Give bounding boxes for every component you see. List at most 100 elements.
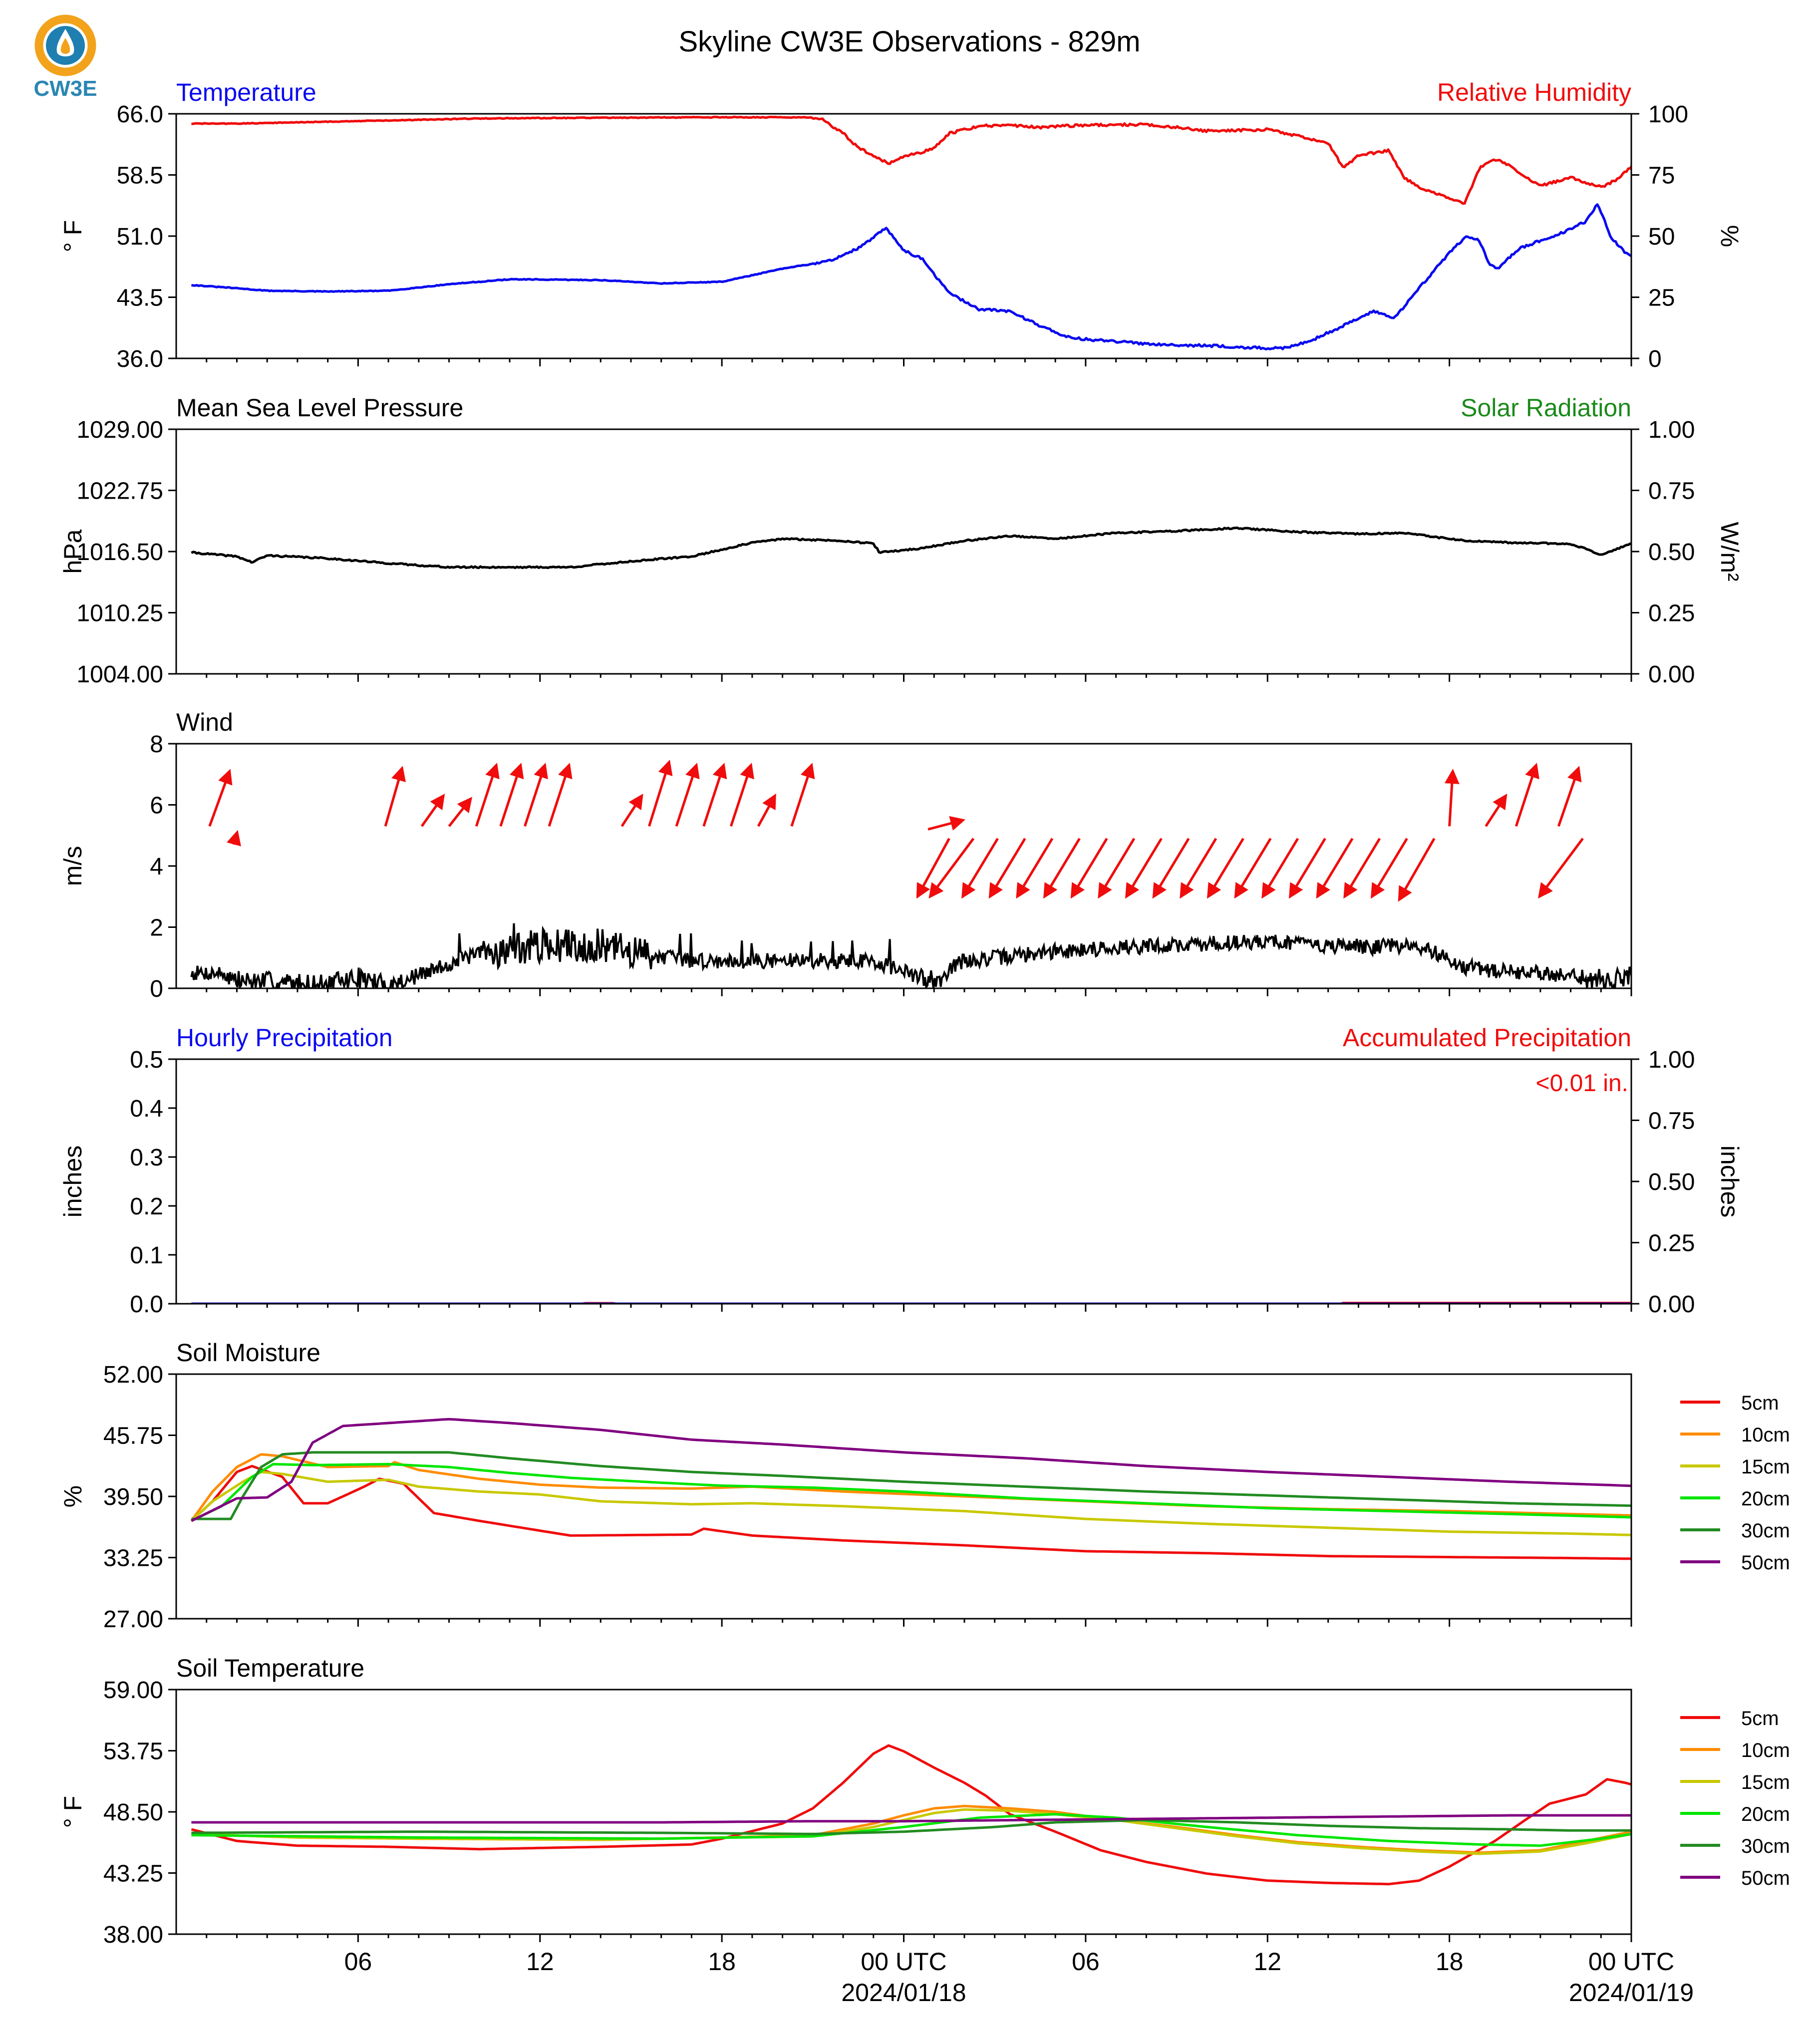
y-axis-label: hPa	[59, 529, 87, 574]
wind-arrow	[1370, 838, 1408, 899]
wind-arrow	[384, 766, 406, 827]
legend-label: 10cm	[1741, 1739, 1790, 1761]
y-tick-label: 4	[150, 854, 163, 880]
logo-flame-icon	[60, 38, 70, 54]
panel-soil_temp: Soil Temperature 59.00 53.75 48.50 43.25 38.0…	[59, 1654, 1790, 2007]
wind-arrow	[675, 763, 700, 827]
series-line-50cm	[191, 1814, 1631, 1824]
wind-arrow	[1261, 838, 1299, 899]
y-axis-label-right: %	[1716, 225, 1744, 247]
legend-label: 30cm	[1741, 1835, 1790, 1857]
y-tick-label-right: 0.25	[1648, 1230, 1695, 1257]
panel-title-left: Soil Temperature	[176, 1654, 364, 1682]
chart-panels: Temperature Relative Humidity 66.0 58.5 51.0…	[59, 78, 1790, 2007]
wind-arrow	[1070, 838, 1108, 899]
wind-speed-line	[190, 923, 1631, 988]
plot-area	[190, 1418, 1631, 1560]
wind-arrow	[499, 763, 524, 827]
wind-arrow	[927, 816, 966, 831]
y-tick-label: 6	[150, 793, 163, 819]
y-tick-label-right: 1.00	[1648, 1047, 1695, 1073]
series-line-30cm	[191, 1451, 1631, 1520]
wind-arrow	[1316, 838, 1354, 899]
legend-label: 5cm	[1741, 1708, 1779, 1730]
panel-title-left: Hourly Precipitation	[176, 1024, 393, 1052]
logo-ring-icon	[34, 14, 96, 76]
y-tick-label: 27.00	[103, 1606, 163, 1633]
legend-label: 30cm	[1741, 1520, 1790, 1542]
wind-arrow	[1125, 838, 1163, 899]
panel-temp_rh: Temperature Relative Humidity 66.0 58.5 51.0…	[59, 78, 1744, 372]
x-tick-label: 18	[1436, 1948, 1464, 1976]
panel-title-left: Mean Sea Level Pressure	[176, 394, 463, 422]
y-tick-label: 52.00	[103, 1362, 163, 1388]
legend-label: 10cm	[1741, 1424, 1790, 1446]
wind-arrow	[420, 794, 445, 827]
panel-title-right: Solar Radiation	[1461, 394, 1631, 422]
y-tick-label: 0.1	[130, 1242, 163, 1269]
wind-arrow	[1152, 838, 1190, 899]
wind-arrow	[988, 838, 1026, 899]
plot-frame	[175, 1058, 1632, 1305]
y-tick-label: 53.75	[103, 1738, 163, 1765]
series-line-right	[191, 115, 1631, 205]
wind-arrow	[916, 838, 950, 899]
y-tick-label: 48.50	[103, 1799, 163, 1826]
series-line-20cm	[191, 1813, 1631, 1847]
panel-title-left: Wind	[176, 708, 233, 736]
plot-area	[191, 1744, 1631, 1886]
series-line-15cm	[190, 1470, 1631, 1536]
series-line-30cm	[191, 1818, 1631, 1835]
wind-arrow	[1485, 793, 1508, 827]
wind-arrow	[620, 793, 643, 827]
wind-arrow	[790, 763, 815, 827]
plot-area	[191, 115, 1631, 351]
x-tick-label: 06	[1072, 1948, 1100, 1976]
wind-arrow	[757, 793, 776, 827]
y-tick-label-right: 0.25	[1648, 600, 1695, 627]
series-line-left	[191, 203, 1631, 351]
panel-title-left: Soil Moisture	[176, 1339, 320, 1367]
y-tick-label: 1016.50	[76, 539, 163, 566]
wind-arrow	[702, 763, 727, 827]
y-tick-label-right: 0.00	[1648, 661, 1695, 688]
legend-label: 15cm	[1741, 1456, 1790, 1478]
wind-arrow	[475, 763, 500, 827]
y-tick-label-right: 0.00	[1648, 1291, 1695, 1318]
y-tick-label: 0.3	[130, 1145, 163, 1171]
wind-arrow	[1444, 769, 1460, 827]
wind-arrow	[1180, 838, 1217, 899]
y-tick-label-right: 1.00	[1648, 417, 1695, 443]
plot-frame	[175, 743, 1632, 989]
panel-soil_moisture: Soil Moisture 52.00 45.75 39.50 33.25 27.00% 5…	[59, 1339, 1790, 1633]
panel-title-left: Temperature	[176, 78, 316, 106]
y-tick-label: 0.2	[130, 1193, 163, 1220]
wind-arrow	[928, 838, 975, 899]
y-tick-label: 2	[150, 915, 163, 941]
plot-frame	[175, 1689, 1632, 1935]
plot-frame	[175, 1373, 1632, 1620]
legend: 5cm 10cm 15cm 20cm 30cm 50cm	[1680, 1708, 1790, 1889]
y-tick-label: 8	[150, 731, 163, 758]
y-tick-label: 51.0	[117, 224, 163, 250]
y-tick-label: 38.00	[103, 1922, 163, 1948]
panel-wind: Wind 8 6 4 2 0 m/s	[59, 708, 1632, 1002]
accumulated-precip-annotation: <0.01 in.	[1536, 1070, 1628, 1097]
wind-arrow	[208, 769, 233, 827]
legend-label: 20cm	[1741, 1803, 1790, 1825]
y-tick-label: 36.0	[117, 346, 163, 372]
y-axis-label: ° F	[59, 220, 87, 252]
wind-arrow	[1043, 838, 1081, 899]
legend-label: 20cm	[1741, 1488, 1790, 1510]
y-tick-label-right: 100	[1648, 101, 1688, 128]
legend-label: 50cm	[1741, 1867, 1790, 1889]
x-tick-label: 00 UTC	[861, 1948, 946, 1976]
y-tick-label-right: 25	[1648, 285, 1675, 311]
y-tick-label: 39.50	[103, 1484, 163, 1510]
y-tick-label-right: 0.50	[1648, 539, 1695, 566]
x-tick-label: 18	[708, 1948, 736, 1976]
wind-arrow	[1288, 838, 1326, 899]
logo-text: CW3E	[33, 76, 97, 101]
